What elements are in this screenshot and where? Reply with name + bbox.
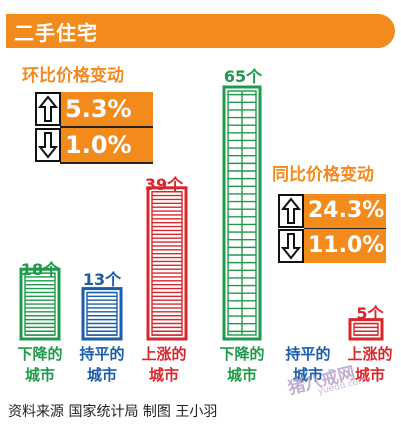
bar-chain-0 xyxy=(19,267,61,341)
chain-cat-flat: 持平的 城市 xyxy=(75,344,129,386)
yoy-cat-down: 下降的 城市 xyxy=(215,344,269,386)
up-arrow-icon xyxy=(278,194,304,228)
bar-yoy-2 xyxy=(348,318,384,341)
chain-cat-down: 下降的 城市 xyxy=(13,344,67,386)
chain-up-value: 5.3% xyxy=(61,92,153,126)
chain-count-up: 39个 xyxy=(144,175,184,194)
chain-cat-down-label: 下降的 城市 xyxy=(17,345,63,384)
down-arrow-icon xyxy=(278,229,304,263)
yoy-count-up: 5个 xyxy=(356,304,384,323)
down-arrow-icon xyxy=(35,128,61,162)
yoy-cat-up: 上涨的 城市 xyxy=(343,344,397,386)
header: 二手住宅 xyxy=(6,14,395,48)
yoy-count-down: 65个 xyxy=(223,67,263,86)
bar-chain-2 xyxy=(146,186,188,341)
yoy-title: 同比价格变动 xyxy=(272,165,374,185)
yoy-cat-down-label: 下降的 城市 xyxy=(219,345,265,384)
chain-bottom-line xyxy=(60,162,153,164)
chain-cat-up-label: 上涨的 城市 xyxy=(141,345,187,384)
chain-count-flat: 13个 xyxy=(82,270,122,289)
yoy-down-box: 11.0% xyxy=(278,229,386,263)
yoy-up-box: 24.3% xyxy=(278,194,386,228)
chain-down-value: 1.0% xyxy=(61,128,153,162)
up-arrow-icon xyxy=(35,92,61,126)
chain-count-down: 18个 xyxy=(20,260,60,279)
chain-up-box: 5.3% xyxy=(35,92,153,126)
source-note: 资料来源 国家统计局 制图 王小羽 xyxy=(8,404,218,420)
yoy-down-value: 11.0% xyxy=(304,229,386,263)
yoy-up-value: 24.3% xyxy=(304,194,386,228)
bar-chain-1 xyxy=(81,287,123,341)
header-title: 二手住宅 xyxy=(14,21,98,45)
bar-yoy-0 xyxy=(222,85,262,341)
chain-cat-flat-label: 持平的 城市 xyxy=(79,345,125,384)
chain-cat-up: 上涨的 城市 xyxy=(137,344,191,386)
chain-down-box: 1.0% xyxy=(35,128,153,162)
chain-title: 环比价格变动 xyxy=(22,66,124,86)
header-bar xyxy=(6,14,395,48)
chain-divider xyxy=(60,126,153,128)
yoy-cat-flat-label: 持平的 城市 xyxy=(285,345,331,384)
yoy-cat-up-label: 上涨的 城市 xyxy=(347,345,393,384)
yoy-cat-flat: 持平的 城市 xyxy=(281,344,335,386)
